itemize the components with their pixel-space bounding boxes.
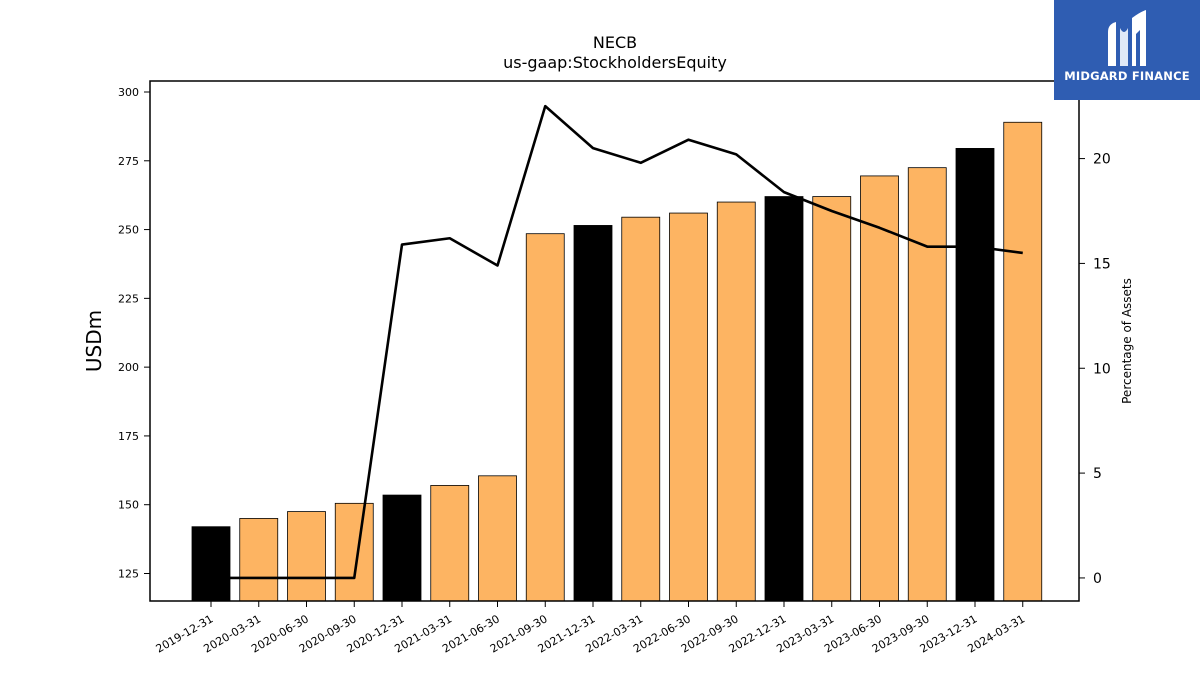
midgard-logo-icon: [1108, 10, 1146, 66]
y-tick-label: 175: [118, 430, 139, 443]
bar-2020-09-30: [334, 502, 374, 602]
bar-2022-12-31: [764, 196, 804, 602]
y-axis-right-label: Percentage of Assets: [1120, 278, 1134, 404]
bar-2024-03-31: [1003, 121, 1043, 602]
y-right-tick-label: 15: [1093, 256, 1111, 272]
bar-2021-03-31: [430, 485, 470, 602]
bar-2020-03-31: [239, 518, 279, 602]
bars: [191, 121, 1043, 602]
chart-subtitle: us-gaap:StockholdersEquity: [503, 53, 727, 72]
bar-2021-06-30: [478, 475, 517, 602]
x-axis: 2019-12-312020-03-312020-06-302020-09-30…: [154, 601, 1027, 656]
y-tick-label: 250: [118, 224, 139, 237]
y-tick-label: 300: [118, 86, 139, 99]
bar-2020-06-30: [287, 511, 326, 602]
y-tick-label: 125: [118, 567, 139, 580]
chart-title: NECB: [593, 33, 637, 52]
midgard-finance-logo: MIDGARD FINANCE: [1054, 0, 1200, 100]
bar-2019-12-31: [191, 526, 231, 602]
line-layer: [211, 104, 1023, 580]
y-tick-label: 225: [118, 292, 139, 305]
y-tick-label: 150: [118, 499, 139, 512]
plot-frame: [149, 80, 1080, 602]
y-axis-right: 0 5 10 15 20: [1079, 152, 1111, 587]
bar-2023-09-30: [907, 167, 947, 602]
y-axis-label: USDm: [82, 310, 106, 372]
logo-text: MIDGARD FINANCE: [1064, 69, 1190, 83]
bar-2023-03-31: [812, 196, 852, 602]
bar-2022-03-31: [621, 216, 661, 602]
bar-2023-12-31: [955, 148, 995, 602]
y-tick-label: 275: [118, 155, 139, 168]
y-right-tick-label: 0: [1093, 571, 1102, 587]
y-right-tick-label: 20: [1093, 152, 1111, 168]
bar-2021-09-30: [525, 233, 565, 602]
y-tick-label: 200: [118, 361, 139, 374]
bar-2023-06-30: [860, 175, 899, 602]
y-right-tick-label: 10: [1093, 361, 1111, 377]
y-right-tick-label: 5: [1093, 466, 1102, 482]
bar-2020-12-31: [382, 494, 422, 602]
percentage-of-assets-line: [211, 104, 1023, 580]
bar-2022-09-30: [716, 201, 756, 602]
bar-2022-06-30: [669, 212, 708, 602]
bar-2021-12-31: [573, 225, 613, 602]
y-axis-left: 125 150 175 200 225 250 275 300: [118, 86, 150, 580]
